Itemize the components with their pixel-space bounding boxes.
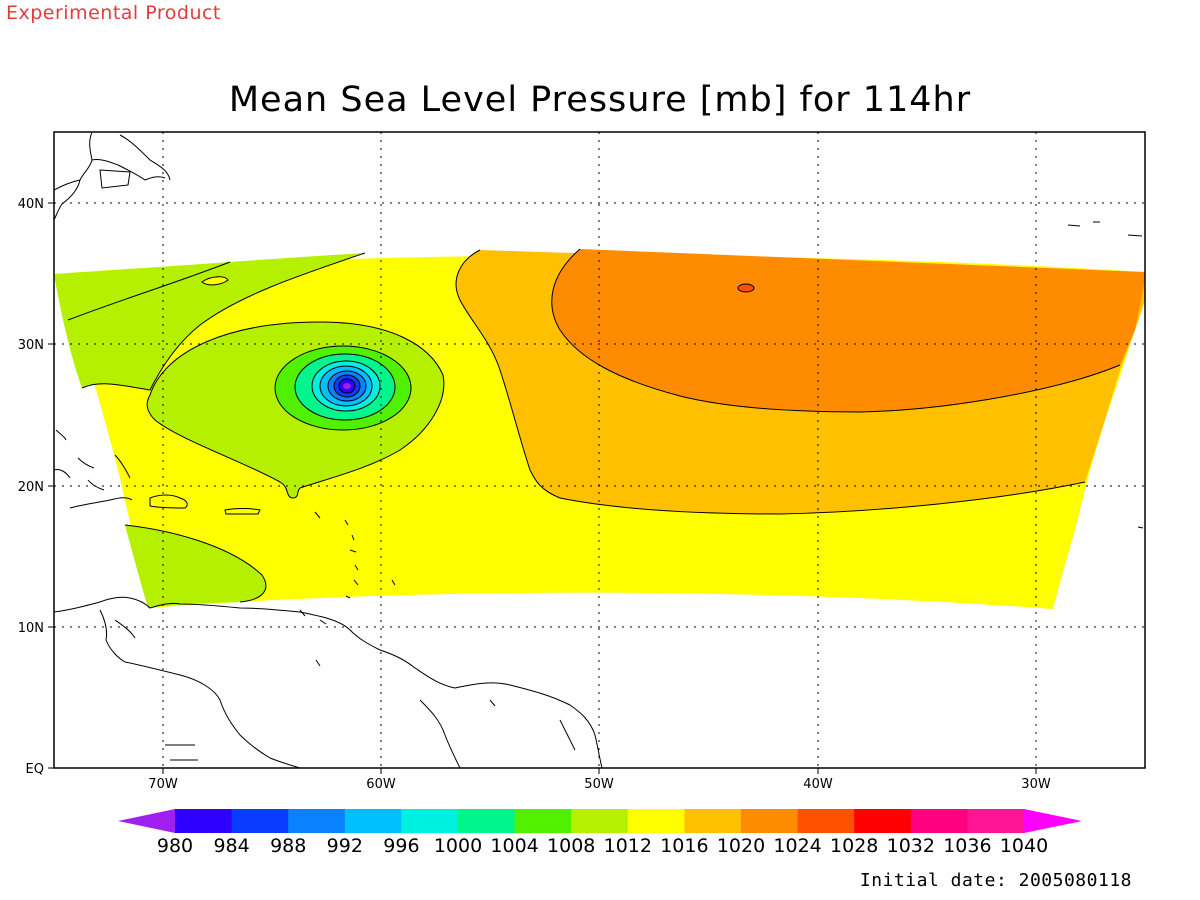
- colorbar-swatch: [288, 809, 346, 833]
- contour-lines: [67, 248, 1121, 603]
- small-1012-blob: [201, 276, 229, 286]
- coastlines: [54, 132, 1144, 768]
- colorbar-label: 988: [270, 835, 306, 857]
- colorbar-label: 1024: [773, 835, 821, 857]
- lat-label-30n: 30N: [18, 338, 44, 353]
- graticule: [54, 132, 1145, 768]
- lat-label-20n: 20N: [18, 480, 44, 495]
- colorbar-label: 996: [383, 835, 419, 857]
- colorbar-label: 984: [213, 835, 249, 857]
- colorbar-swatch: [458, 809, 516, 833]
- colorbar-swatch: [231, 809, 289, 833]
- pressure-field: [54, 132, 1145, 768]
- colorbar-label: 1008: [547, 835, 595, 857]
- colorbar-label: 1004: [490, 835, 538, 857]
- initial-date: Initial date: 2005080118: [859, 870, 1132, 891]
- colorbar-label: 1012: [604, 835, 652, 857]
- colorbar-swatch: [741, 809, 799, 833]
- colorbar: 980 984 988 992 996 1000 1004 1008 1012 1016 1020 1…: [118, 809, 1082, 857]
- lon-label-30w: 30W: [1021, 777, 1051, 792]
- region-1012-south: [125, 525, 266, 608]
- colorbar-label: 992: [327, 835, 363, 857]
- region-1024: [551, 249, 1145, 412]
- colorbar-swatch: [854, 809, 912, 833]
- high-1028-blob: [737, 283, 755, 293]
- region-1012-north: [54, 253, 365, 390]
- lon-label-70w: 70W: [148, 777, 178, 792]
- colorbar-swatch: [344, 809, 402, 833]
- colorbar-label: 1036: [943, 835, 991, 857]
- colorbar-swatch: [910, 809, 968, 833]
- colorbar-swatch: [967, 809, 1025, 833]
- colorbar-left-arrow: [118, 809, 175, 833]
- lon-label-50w: 50W: [584, 777, 614, 792]
- colorbar-swatch: [514, 809, 572, 833]
- experimental-product-label: Experimental Product: [6, 2, 221, 24]
- colorbar-right-arrow: [1024, 809, 1082, 833]
- chart-title: Mean Sea Level Pressure [mb] for 114hr: [228, 80, 972, 120]
- lat-label-10n: 10N: [18, 621, 44, 636]
- colorbar-swatch: [797, 809, 855, 833]
- lat-label-eq: EQ: [26, 762, 44, 777]
- colorbar-swatch: [401, 809, 459, 833]
- lat-label-40n: 40N: [18, 197, 44, 212]
- colorbar-label: 1032: [887, 835, 935, 857]
- colorbar-label: 1040: [1000, 835, 1048, 857]
- lon-label-60w: 60W: [366, 777, 396, 792]
- colorbar-swatch: [627, 809, 685, 833]
- colorbar-label: 1000: [434, 835, 482, 857]
- colorbar-label: 1028: [830, 835, 878, 857]
- core-980: [343, 383, 351, 389]
- colorbar-label: 1016: [660, 835, 708, 857]
- colorbar-swatch: [571, 809, 629, 833]
- lon-axis: 70W 60W 50W 40W 30W: [148, 768, 1051, 792]
- lat-axis: EQ 10N 20N 30N 40N: [18, 197, 54, 777]
- lon-label-40w: 40W: [803, 777, 833, 792]
- colorbar-label: 1020: [717, 835, 765, 857]
- colorbar-swatch: [175, 809, 233, 833]
- colorbar-swatch: [684, 809, 742, 833]
- colorbar-label: 980: [157, 835, 193, 857]
